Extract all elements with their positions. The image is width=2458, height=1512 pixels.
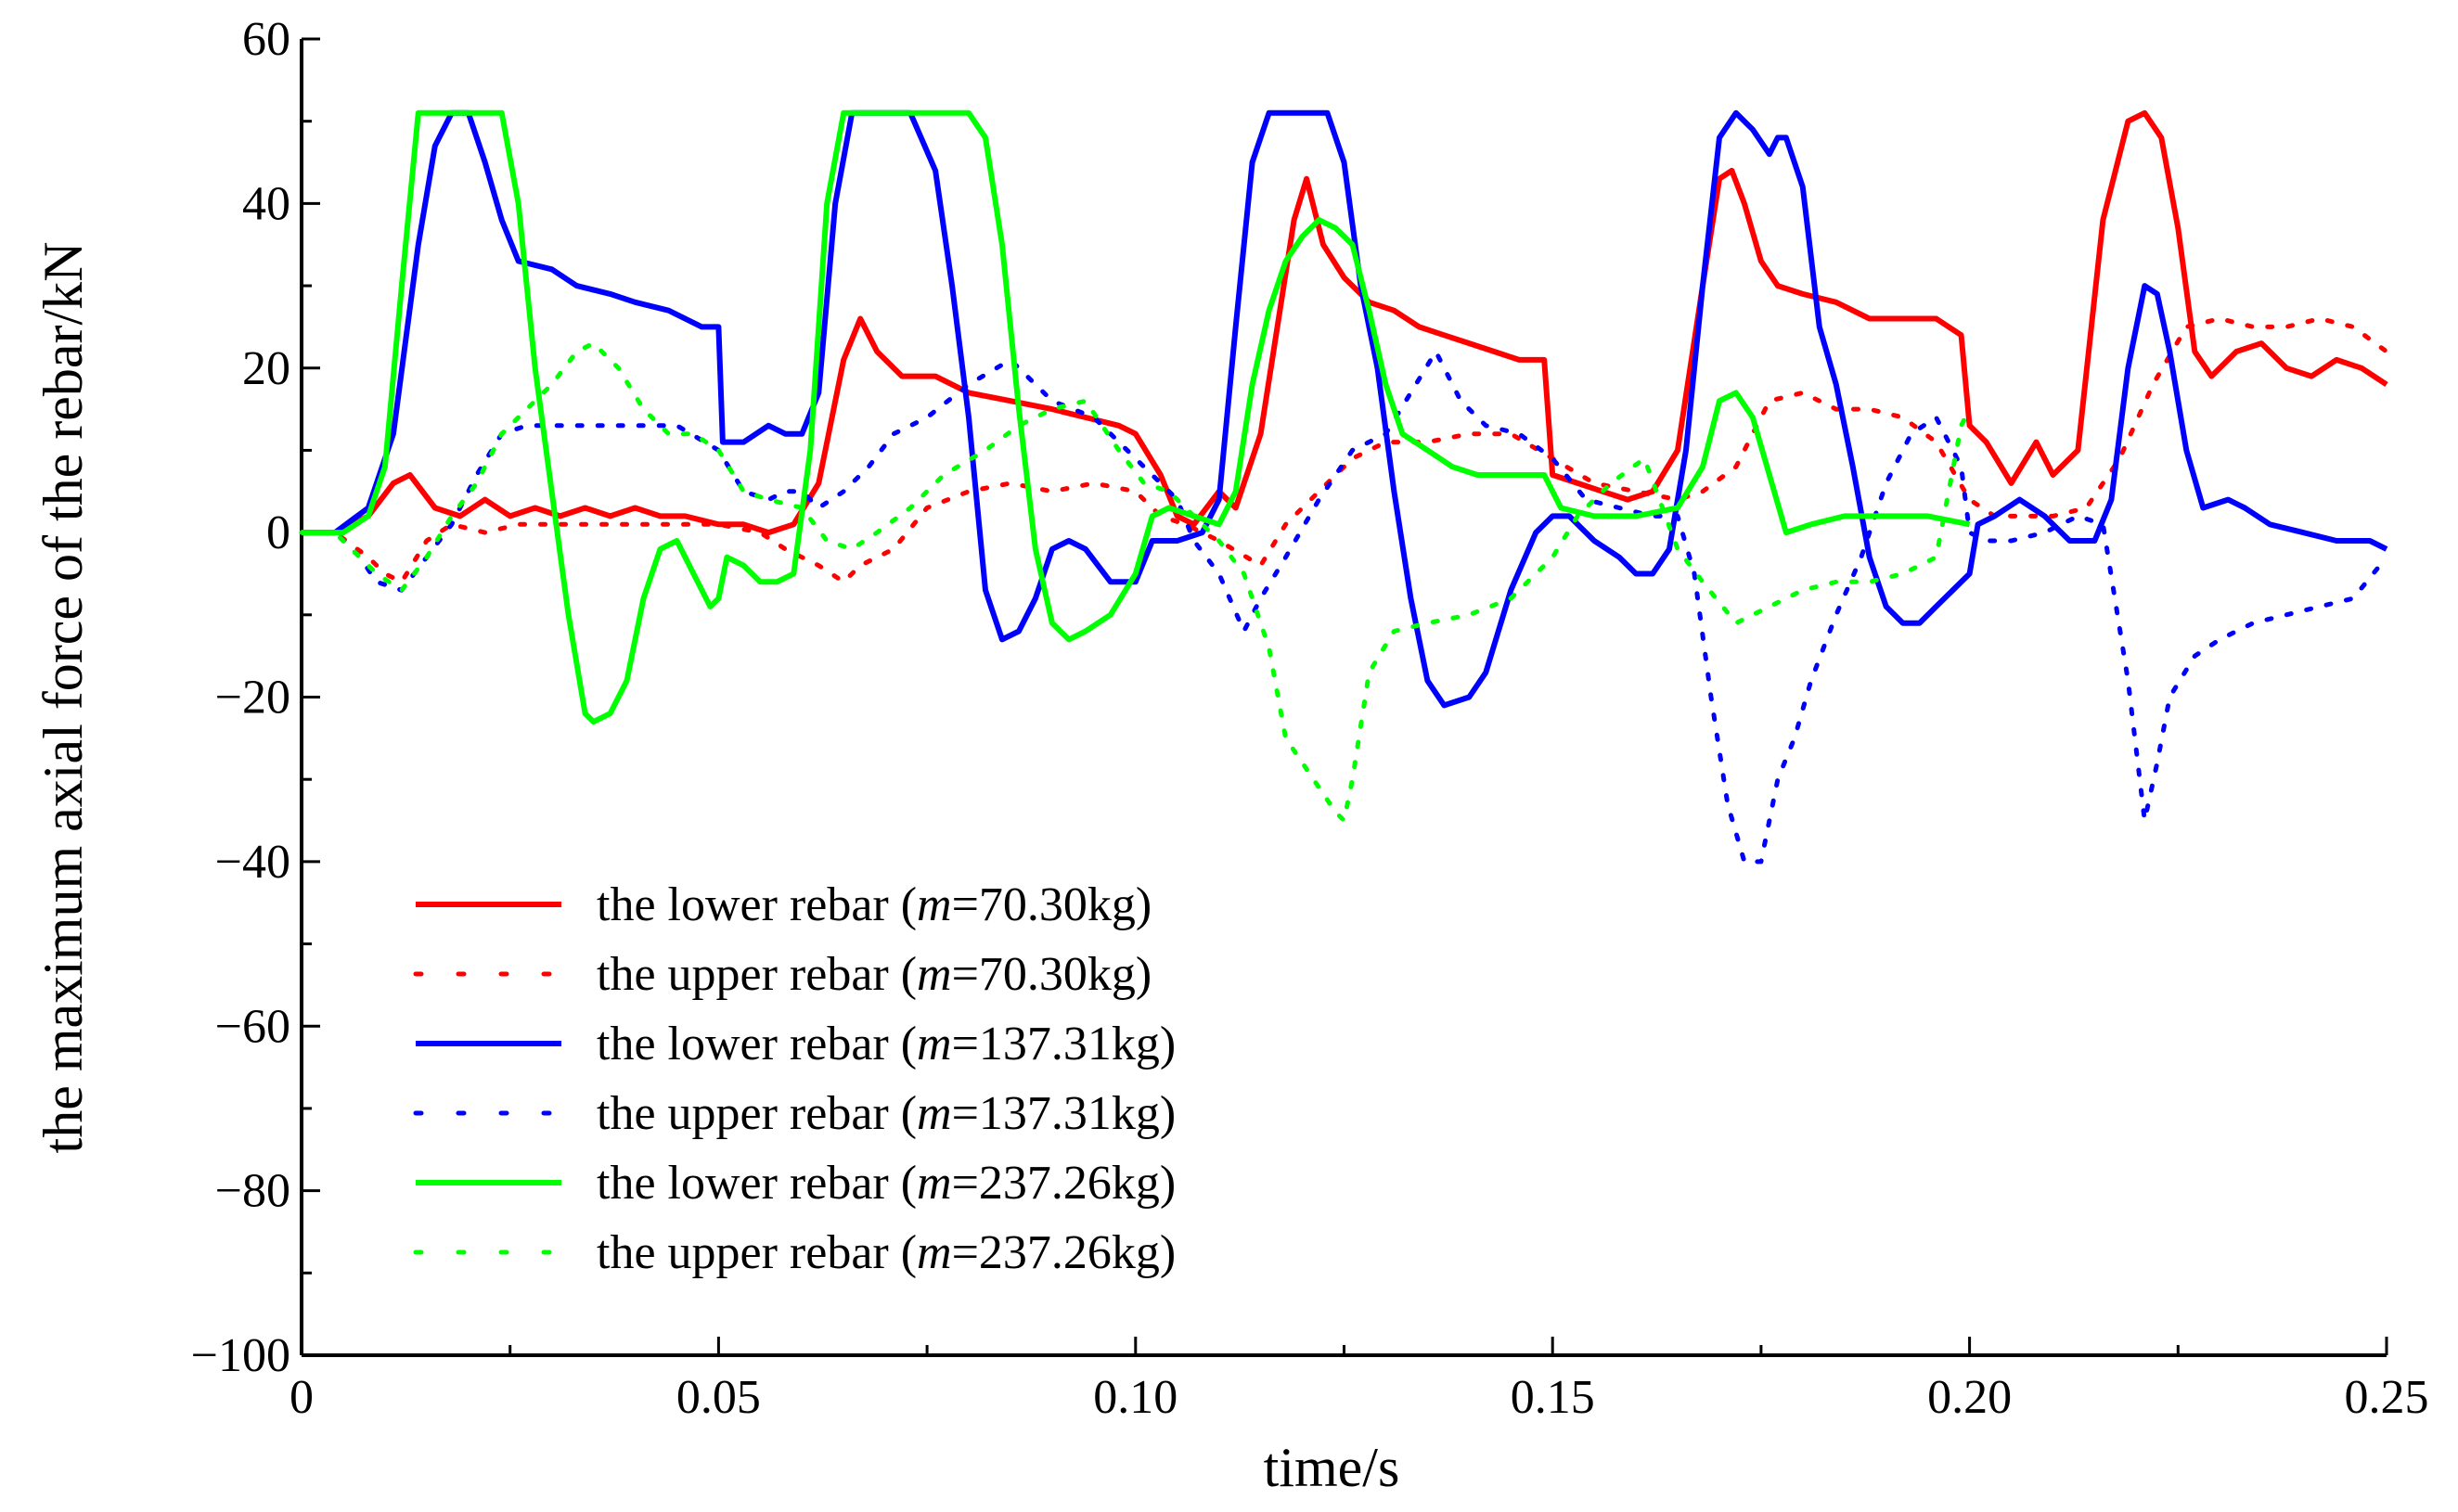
- y-tick-label: 60: [242, 13, 290, 66]
- legend: the lower rebar (m=70.30kg) the upper reb…: [413, 878, 1176, 1279]
- x-axis-title: time/s: [1264, 1437, 1400, 1498]
- y-tick-label: 20: [242, 342, 290, 395]
- y-axis-title: the maximum axial force of the rebar/kN: [32, 242, 94, 1154]
- legend-label: the upper rebar (m=137.31kg): [597, 1087, 1176, 1140]
- series-line-6: [299, 340, 1973, 823]
- series-line-5: [302, 109, 1971, 725]
- y-tick-label: −40: [215, 836, 290, 889]
- x-tick-label: 0.05: [676, 1371, 761, 1424]
- legend-label: the upper rebar (m=237.26kg): [597, 1226, 1176, 1279]
- x-tick-label: 0.10: [1093, 1371, 1178, 1424]
- x-tick-label: 0.20: [1927, 1371, 2012, 1424]
- y-tick-label: −80: [215, 1165, 290, 1218]
- y-tick-label: −20: [215, 672, 290, 724]
- y-tick-label: 40: [242, 177, 290, 230]
- plot-area: [299, 109, 2389, 865]
- x-tick-label: 0.15: [1511, 1371, 1595, 1424]
- series-line-3: [302, 109, 2388, 709]
- x-tick-label: 0: [290, 1371, 314, 1424]
- legend-label: the lower rebar (m=70.30kg): [597, 878, 1152, 931]
- legend-label: the lower rebar (m=137.31kg): [597, 1018, 1176, 1070]
- series-line-2: [299, 316, 2389, 584]
- y-tick-label: −100: [191, 1329, 290, 1382]
- legend-label: the lower rebar (m=237.26kg): [597, 1157, 1176, 1210]
- y-tick-label: 0: [266, 506, 290, 559]
- x-tick-label: 0.25: [2345, 1371, 2429, 1424]
- series-line-4: [299, 349, 2389, 865]
- series-line-1: [302, 109, 2388, 536]
- legend-label: the upper rebar (m=70.30kg): [597, 948, 1152, 1001]
- y-tick-label: −60: [215, 1000, 290, 1053]
